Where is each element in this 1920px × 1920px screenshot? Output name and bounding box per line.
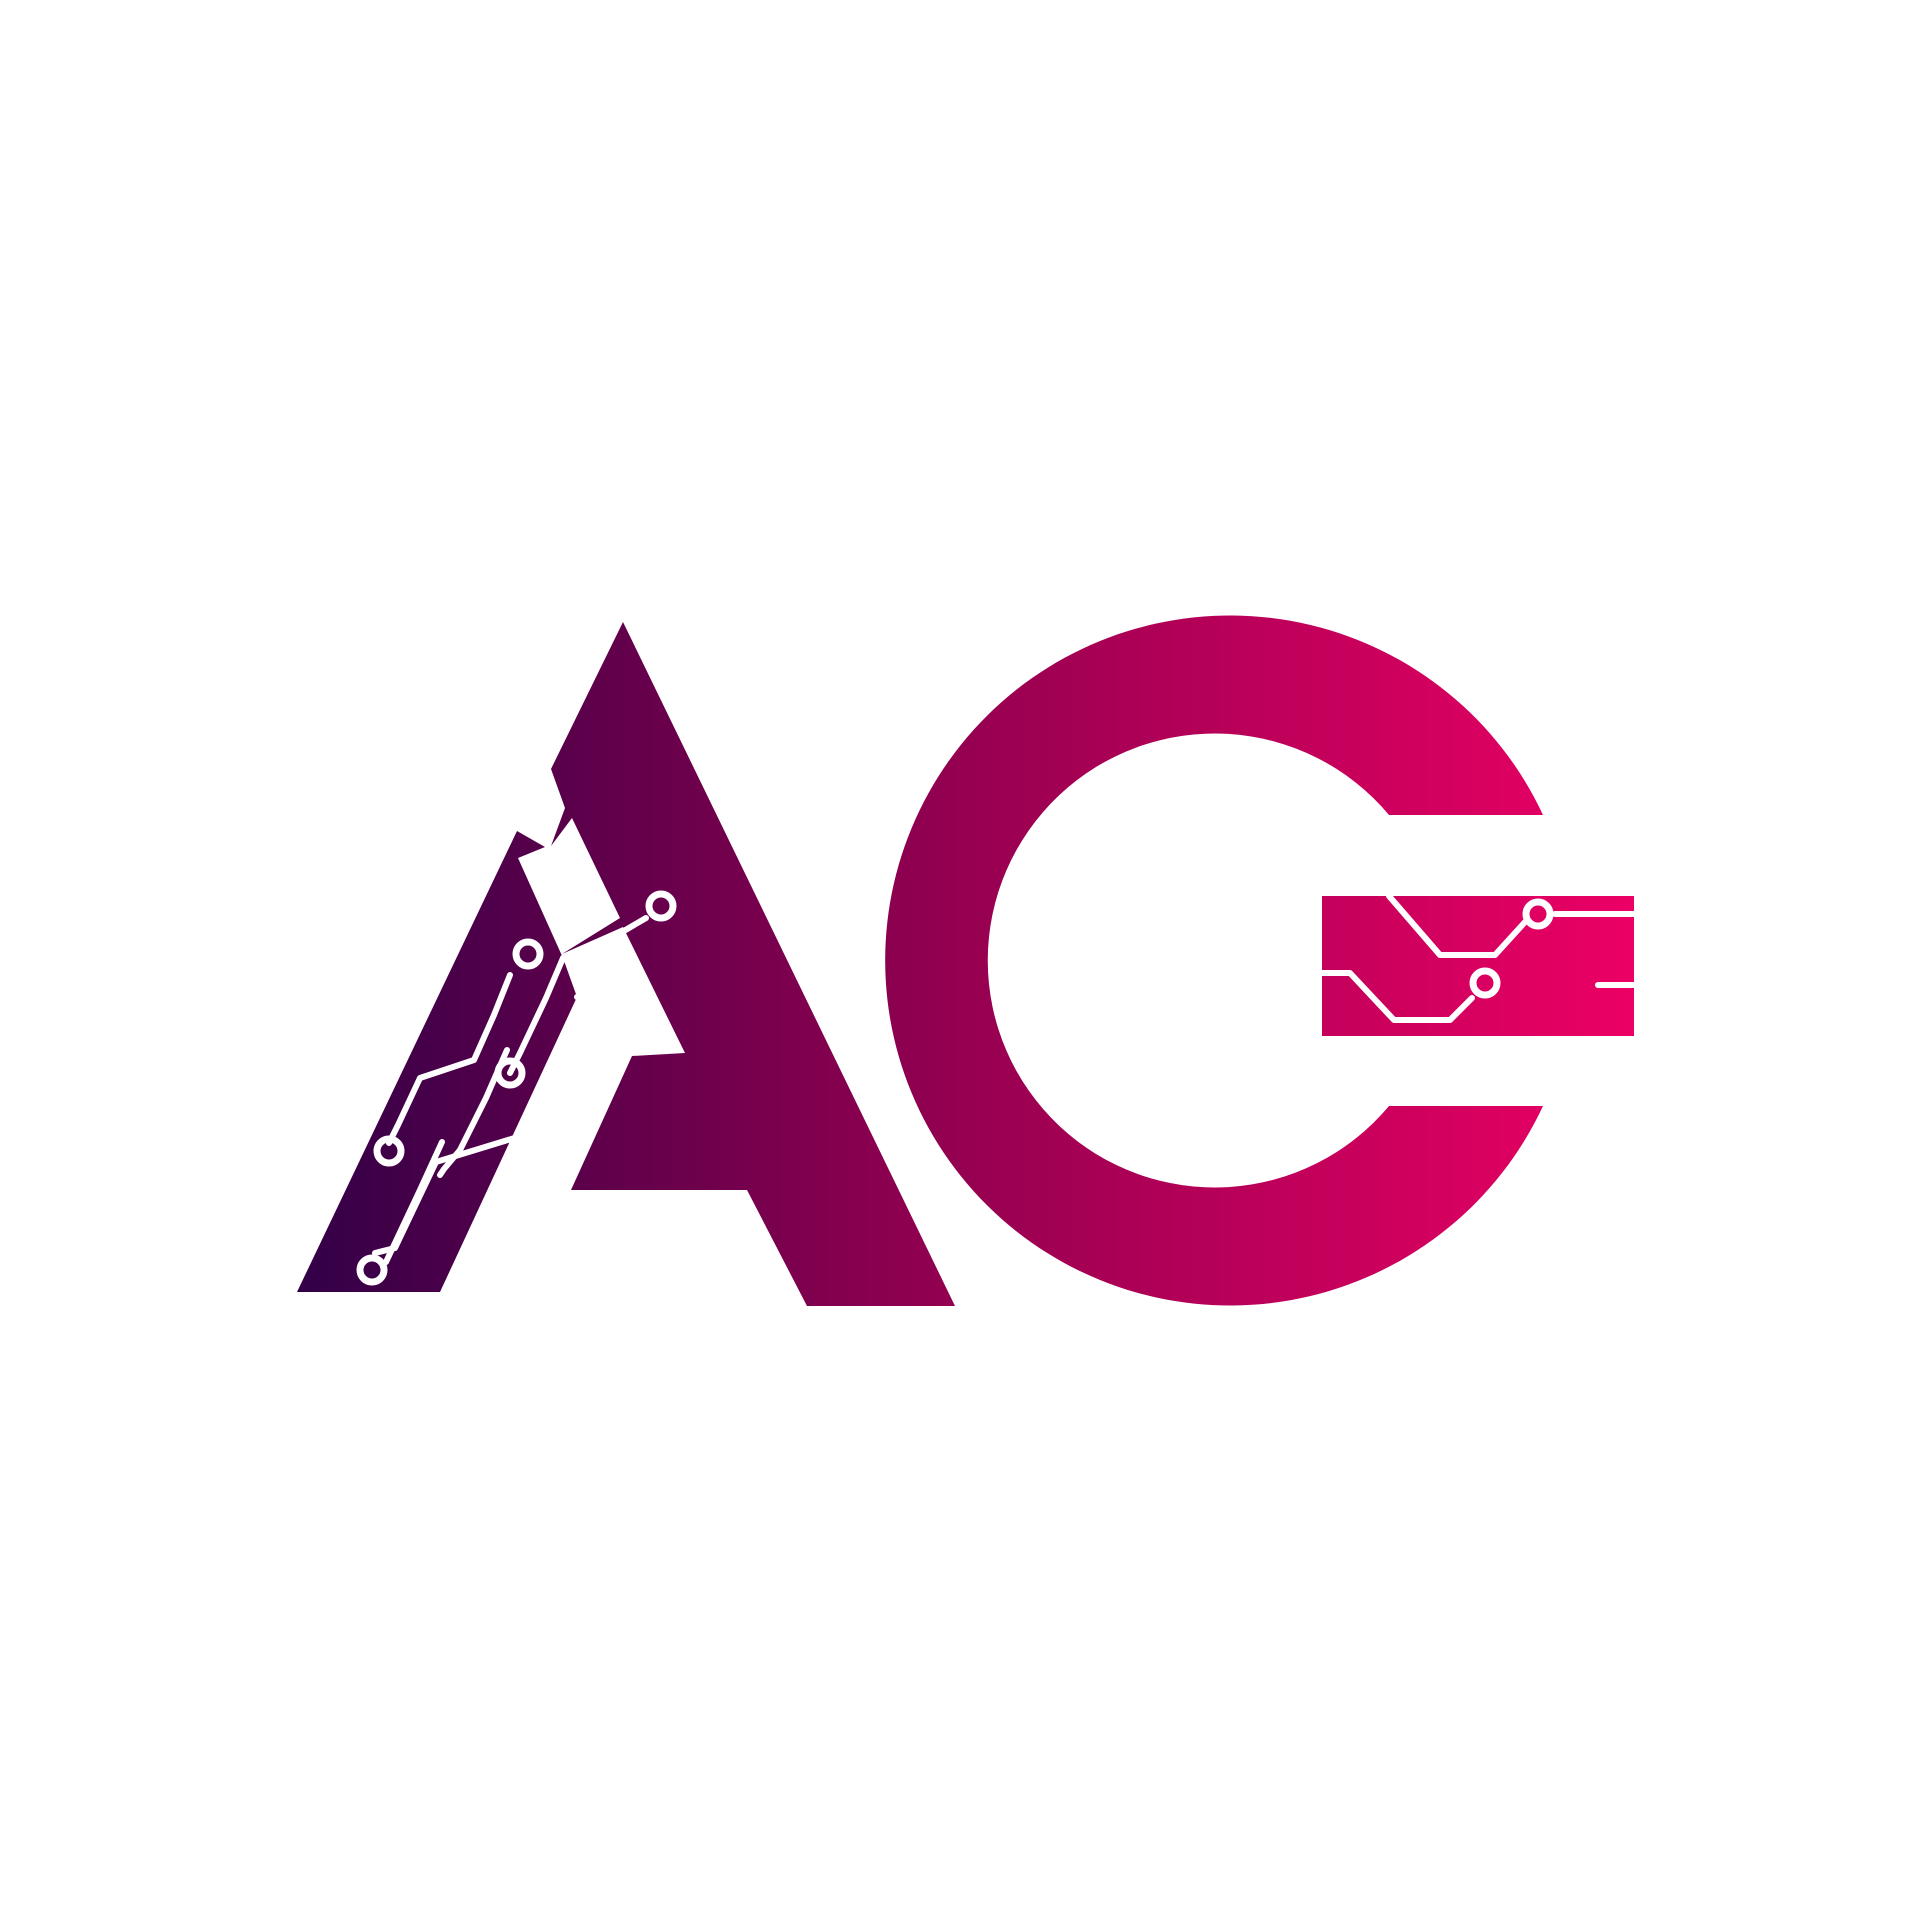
circuit-node-icon: [1469, 967, 1501, 999]
circuit-node-icon: [645, 890, 677, 922]
circuit-node-icon: [1522, 898, 1554, 930]
a-circuit-traces: [372, 915, 649, 1265]
a-circuit-nodes: [356, 890, 677, 1286]
letter-g-ring: [885, 615, 1543, 1306]
circuit-node-icon: [512, 938, 544, 970]
letter-a-right-leg: [551, 622, 955, 1306]
circuit-node-icon: [356, 1254, 388, 1286]
g-circuit-traces: [1319, 893, 1637, 1023]
g-circuit-nodes: [1469, 898, 1554, 999]
letter-a-left-leg: [297, 831, 577, 1292]
circuit-node-icon: [373, 1135, 405, 1167]
circuit-node-icon: [494, 1057, 526, 1089]
letter-g-crossbar: [1322, 896, 1634, 1036]
